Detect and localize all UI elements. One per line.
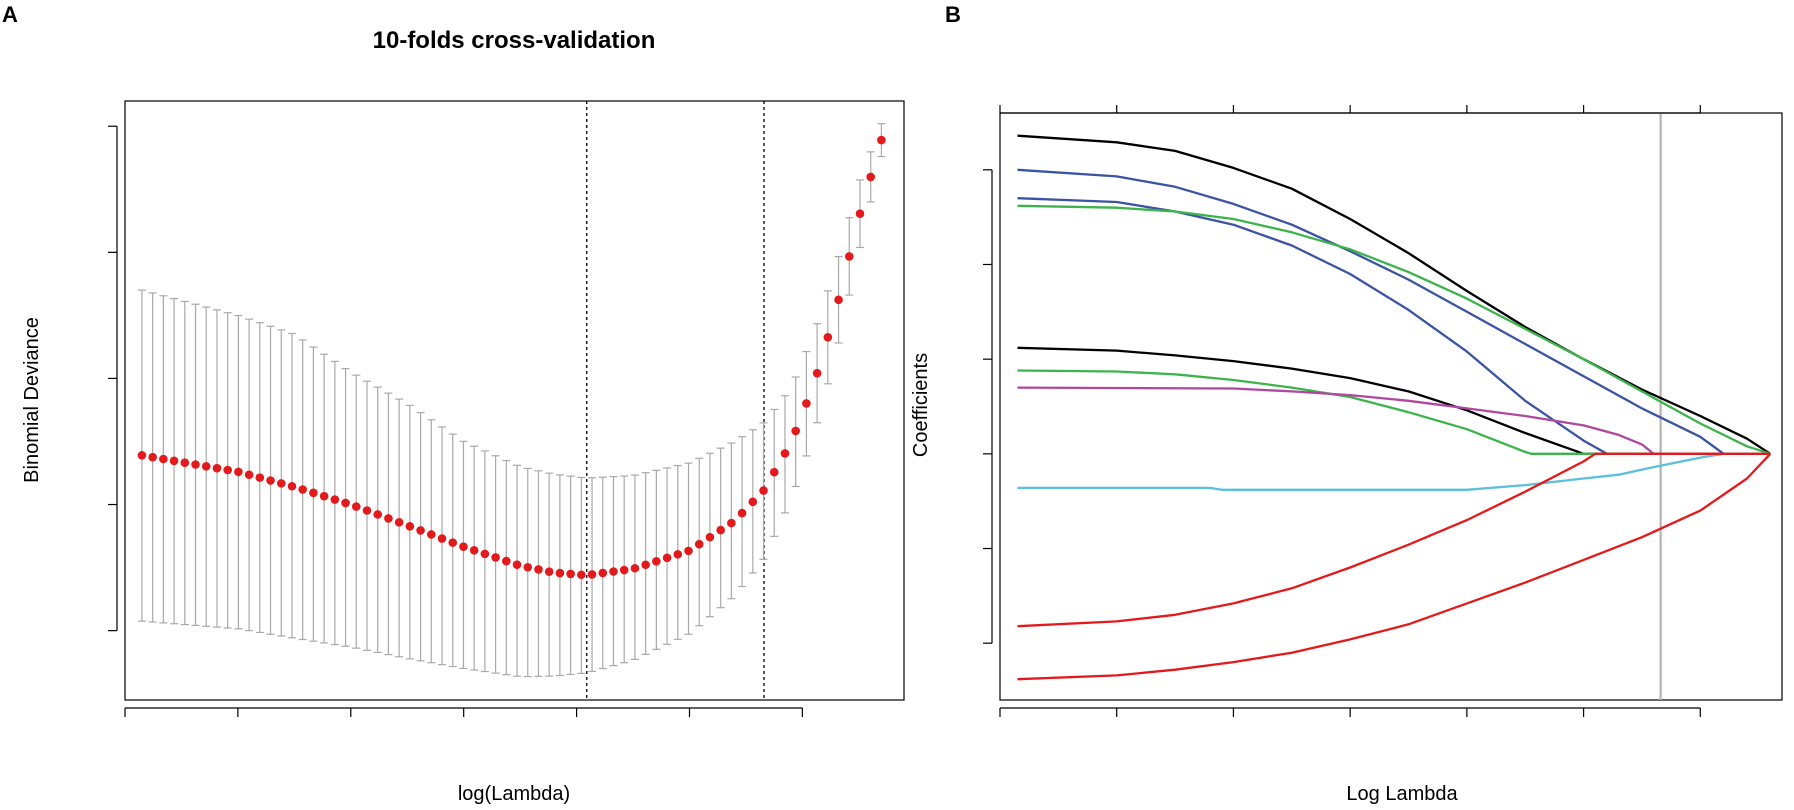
deviance-point <box>212 463 222 473</box>
deviance-point <box>587 570 597 579</box>
deviance-point <box>384 514 393 523</box>
panel-b-top-axis <box>999 105 1701 114</box>
deviance-point <box>469 545 479 555</box>
deviance-point <box>201 462 211 471</box>
panel-b-lines <box>1017 134 1772 681</box>
panel-a-y-axis <box>108 125 118 632</box>
deviance-point <box>287 481 297 491</box>
deviance-point <box>480 549 490 559</box>
deviance-point <box>866 172 876 182</box>
deviance-point <box>523 562 533 572</box>
panel-b-y-label: Coefficients <box>910 353 932 457</box>
panel-b-x-label: Log Lambda <box>1346 783 1458 805</box>
coef-line-1 <box>1017 134 1771 455</box>
panel-a-plot-box <box>124 100 905 701</box>
deviance-point <box>705 532 715 542</box>
deviance-point <box>727 518 736 528</box>
deviance-point <box>276 479 286 488</box>
deviance-point <box>512 560 522 569</box>
deviance-point <box>716 525 725 535</box>
coef-line-7 <box>1017 346 1771 455</box>
deviance-point <box>834 295 843 305</box>
coef-line-3 <box>1017 204 1771 455</box>
deviance-point <box>137 451 147 460</box>
panel-b-y-axis <box>983 169 993 644</box>
deviance-point <box>502 556 511 566</box>
panel-a-title: 10-folds cross-validation <box>373 27 656 54</box>
deviance-point <box>673 550 683 559</box>
deviance-point <box>737 508 747 518</box>
deviance-point <box>641 560 650 570</box>
deviance-point <box>780 449 790 458</box>
deviance-point <box>180 458 190 467</box>
deviance-point <box>416 526 425 535</box>
deviance-point <box>544 567 554 576</box>
deviance-point <box>330 495 340 504</box>
deviance-point <box>459 542 468 551</box>
coef-line-8 <box>1017 452 1771 628</box>
deviance-point <box>341 498 350 508</box>
deviance-point <box>555 568 565 578</box>
coef-line-2 <box>1017 453 1772 681</box>
panel-a: A 10-folds cross-validation log(Lambda) … <box>2 2 905 805</box>
deviance-point <box>266 476 275 485</box>
deviance-point <box>437 534 447 543</box>
panel-a-y-label: Binomial Deviance <box>21 317 43 483</box>
deviance-point <box>652 556 661 566</box>
coef-line-5 <box>1017 452 1771 491</box>
deviance-point <box>791 426 800 436</box>
deviance-point <box>619 565 629 575</box>
coef-line-9 <box>1017 369 1771 455</box>
deviance-point <box>491 553 500 562</box>
deviance-point <box>169 456 179 466</box>
coef-line-4 <box>1017 168 1771 455</box>
panel-a-points <box>137 135 886 580</box>
deviance-point <box>844 252 854 261</box>
deviance-point <box>684 546 693 556</box>
deviance-point <box>405 522 415 531</box>
deviance-point <box>855 209 865 219</box>
deviance-point <box>351 502 361 511</box>
deviance-point <box>148 452 157 462</box>
panel-a-error-bars <box>137 123 886 678</box>
panel-b: B Log Lambda Coefficients <box>910 2 1783 805</box>
panel-a-x-axis <box>124 707 803 717</box>
deviance-point <box>802 399 811 408</box>
deviance-point <box>223 465 232 475</box>
deviance-point <box>694 539 704 549</box>
deviance-point <box>769 467 779 477</box>
coef-line-6 <box>1017 386 1771 455</box>
deviance-point <box>877 135 886 145</box>
deviance-point <box>309 488 318 498</box>
deviance-point <box>812 368 822 378</box>
panel-a-vlines <box>586 101 765 700</box>
deviance-point <box>394 518 404 527</box>
panel-a-x-label: log(Lambda) <box>458 783 570 805</box>
deviance-point <box>244 470 254 480</box>
deviance-point <box>748 497 758 507</box>
deviance-point <box>598 568 608 578</box>
panel-b-label: B <box>945 2 961 27</box>
deviance-point <box>362 506 372 515</box>
deviance-point <box>823 333 833 342</box>
deviance-point <box>448 538 458 547</box>
deviance-point <box>577 570 586 580</box>
deviance-point <box>609 567 618 576</box>
deviance-point <box>759 486 768 495</box>
deviance-point <box>234 467 243 477</box>
deviance-point <box>255 473 265 482</box>
deviance-point <box>319 491 329 501</box>
panel-a-label: A <box>2 2 18 27</box>
deviance-point <box>298 485 307 494</box>
deviance-point <box>373 510 383 519</box>
deviance-point <box>566 569 575 579</box>
deviance-point <box>534 565 543 574</box>
deviance-point <box>662 553 672 563</box>
deviance-point <box>159 454 168 464</box>
deviance-point <box>426 530 436 539</box>
panel-b-x-axis <box>999 707 1701 717</box>
deviance-point <box>630 563 640 573</box>
deviance-point <box>191 460 200 469</box>
